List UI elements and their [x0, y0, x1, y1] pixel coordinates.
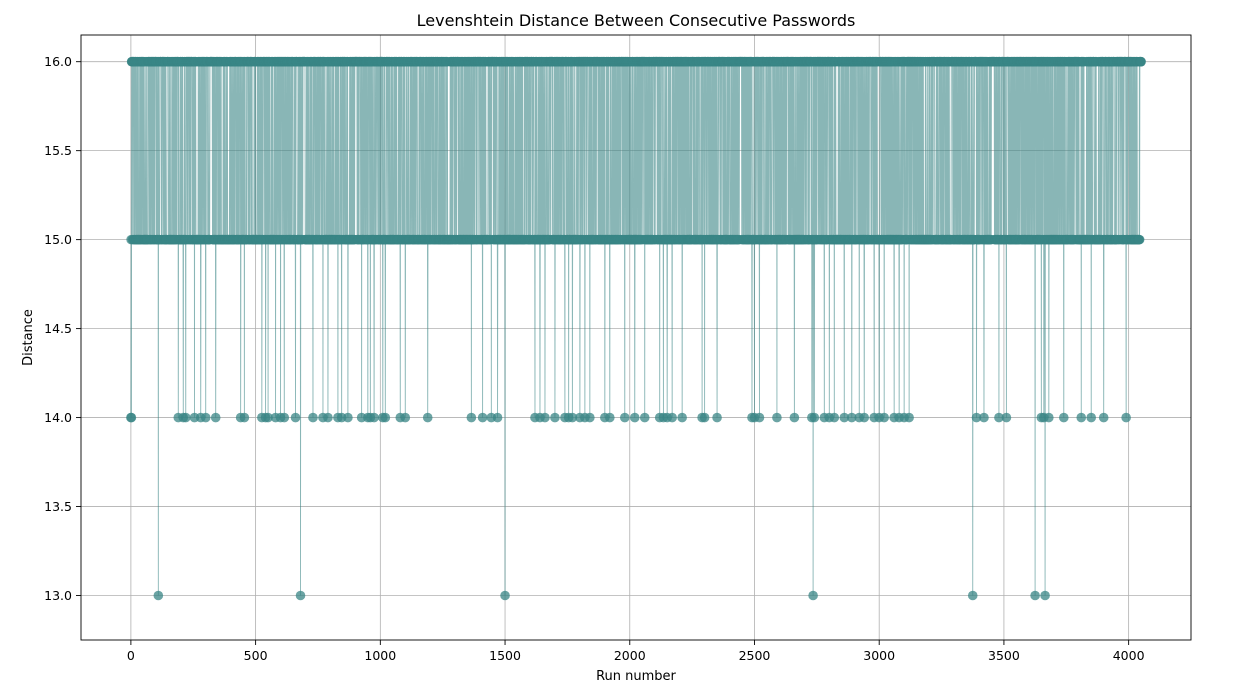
data-point — [239, 412, 250, 423]
data-point — [639, 412, 650, 423]
data-point — [1121, 412, 1131, 423]
series-markers — [126, 56, 1146, 601]
data-point — [295, 590, 306, 601]
data-point — [492, 412, 503, 423]
data-point — [290, 412, 301, 423]
x-tick-label: 1500 — [489, 648, 521, 663]
y-tick-label: 14.5 — [44, 321, 72, 336]
x-tick-label: 0 — [127, 648, 135, 663]
data-point — [994, 412, 1004, 423]
data-point — [677, 412, 687, 423]
data-point — [879, 412, 889, 423]
data-point — [1134, 234, 1145, 245]
data-point — [619, 412, 630, 423]
y-axis: 13.0 13.5 14.0 14.5 15.0 15.5 16.0 — [44, 54, 81, 603]
y-axis-label: Distance — [21, 309, 36, 366]
data-point — [422, 412, 433, 423]
x-tick-label: 4000 — [1113, 648, 1145, 663]
data-point — [567, 412, 578, 423]
data-point — [772, 412, 782, 423]
data-point — [550, 412, 560, 423]
x-tick-label: 3500 — [988, 648, 1020, 663]
data-point — [153, 590, 164, 601]
y-tick-label: 15.5 — [44, 143, 72, 158]
y-tick-label: 16.0 — [44, 54, 72, 69]
data-point — [846, 412, 857, 423]
data-point — [210, 412, 221, 423]
data-point — [808, 590, 818, 601]
series-group — [126, 56, 1146, 601]
data-point — [180, 412, 191, 423]
data-point — [380, 412, 391, 423]
data-point — [500, 590, 510, 601]
data-point — [667, 412, 677, 423]
data-point — [1058, 412, 1069, 423]
data-point — [466, 412, 477, 423]
data-point — [1001, 412, 1012, 423]
data-point — [809, 412, 820, 423]
data-point — [967, 590, 978, 601]
plot-frame — [80, 34, 1192, 641]
data-point — [829, 412, 840, 423]
data-point — [585, 412, 595, 423]
data-point — [308, 412, 318, 423]
y-tick-label: 15.0 — [44, 232, 72, 247]
data-point — [343, 412, 353, 423]
chart-title: Levenshtein Distance Between Consecutive… — [417, 11, 856, 30]
data-point — [1044, 412, 1054, 423]
data-point — [400, 412, 411, 423]
data-point — [369, 412, 379, 423]
data-point — [971, 412, 982, 423]
data-point — [477, 412, 488, 423]
data-point — [859, 412, 870, 423]
data-point — [540, 412, 550, 423]
data-point — [323, 412, 333, 423]
x-tick-label: 500 — [244, 648, 268, 663]
data-point — [712, 412, 722, 423]
x-tick-label: 1000 — [364, 648, 396, 663]
data-point — [1136, 56, 1146, 67]
x-axis-label: Run number — [596, 669, 676, 684]
x-tick-label: 2000 — [614, 648, 646, 663]
data-point — [789, 412, 800, 423]
data-point — [263, 412, 273, 423]
x-tick-label: 3000 — [863, 648, 895, 663]
data-point — [1076, 412, 1087, 423]
data-point — [126, 412, 137, 423]
data-point — [1040, 590, 1050, 601]
data-point — [754, 412, 765, 423]
x-tick-label: 2500 — [739, 648, 771, 663]
data-point — [1030, 590, 1040, 601]
y-tick-label: 14.0 — [44, 410, 72, 425]
data-point — [699, 412, 710, 423]
data-point — [979, 412, 989, 423]
x-axis: 0 500 1000 1500 2000 2500 3000 3500 4000 — [127, 640, 1145, 663]
data-point — [1086, 412, 1097, 423]
data-point — [605, 412, 615, 423]
data-point — [839, 412, 850, 423]
data-point — [279, 412, 290, 423]
y-tick-label: 13.0 — [44, 588, 72, 603]
y-tick-label: 13.5 — [44, 499, 72, 514]
data-point — [904, 412, 914, 423]
data-point — [629, 412, 640, 423]
data-point — [200, 412, 211, 423]
data-point — [1098, 412, 1109, 423]
